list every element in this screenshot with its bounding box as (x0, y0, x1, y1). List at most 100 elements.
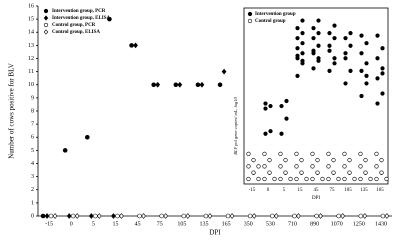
y-tick-label: 8 (31, 108, 34, 114)
x-tick-label: 105 (177, 221, 186, 227)
point (284, 116, 289, 121)
point (129, 43, 134, 48)
point (374, 151, 379, 156)
point (268, 129, 273, 134)
x-tick-label: 0 (267, 188, 270, 193)
point (295, 73, 300, 78)
x-tick-label: 135 (199, 221, 208, 227)
point (299, 170, 304, 175)
x-tick-label: 105 (344, 188, 352, 193)
point (304, 176, 309, 182)
point (315, 158, 320, 163)
point (331, 158, 336, 163)
legend-label: Intervention group, ELISA (52, 16, 111, 21)
point (262, 176, 267, 182)
point (288, 176, 293, 182)
y-tick-label: 15 (28, 17, 34, 23)
point (364, 41, 369, 46)
point (262, 164, 267, 169)
point (347, 158, 352, 163)
point (384, 213, 390, 219)
point (296, 213, 301, 219)
point (380, 91, 385, 96)
point (246, 176, 251, 182)
point (327, 68, 332, 73)
x-tick-label: -15 (45, 221, 53, 227)
x-tick-label: 530 (266, 221, 275, 227)
legend-marker (43, 22, 49, 28)
y-tick-label: 0 (31, 213, 34, 219)
point (155, 81, 161, 88)
point (294, 164, 299, 169)
x-tick-label: 45 (314, 188, 320, 193)
point (327, 48, 332, 53)
point (300, 51, 305, 56)
x-tick-label: 0 (70, 221, 73, 227)
x-tick-label: 710 (288, 221, 297, 227)
point (358, 164, 363, 169)
point (283, 170, 288, 175)
point (379, 158, 384, 163)
x-tick-label: 1430 (375, 221, 387, 227)
point (318, 213, 323, 219)
point (278, 176, 283, 182)
legend-marker (247, 11, 253, 17)
point (263, 106, 268, 111)
point (44, 213, 50, 219)
point (70, 213, 76, 219)
point (364, 61, 369, 66)
point (203, 213, 209, 219)
point (374, 164, 379, 169)
point (251, 158, 256, 163)
point (295, 26, 300, 31)
point (66, 213, 72, 219)
x-tick-label: 135 (360, 188, 368, 193)
y-tick-label: 4 (31, 161, 34, 167)
point (185, 213, 191, 219)
x-tick-label: 5 (283, 188, 286, 193)
point (279, 103, 284, 109)
point (62, 148, 68, 153)
inset-frame (243, 7, 389, 185)
x-axis-title: DPI (312, 196, 320, 201)
point (384, 176, 389, 182)
x-tick-label: 350 (244, 221, 253, 227)
point (368, 176, 373, 182)
point (159, 213, 164, 219)
point (379, 170, 384, 175)
point (363, 158, 368, 163)
point (267, 158, 272, 163)
point (375, 33, 380, 38)
point (332, 61, 337, 66)
y-tick-label: 14 (28, 30, 34, 36)
point (375, 56, 380, 61)
point (380, 46, 385, 51)
point (352, 176, 357, 182)
point (316, 31, 321, 36)
point (359, 51, 364, 56)
point (327, 43, 332, 48)
x-tick-label: 165 (222, 221, 231, 227)
point (326, 151, 331, 156)
point (263, 131, 268, 136)
point (310, 164, 315, 169)
point (217, 82, 223, 88)
legend-marker (43, 8, 49, 14)
legend-label: Intervention group (255, 12, 296, 17)
point (343, 36, 348, 41)
point (283, 158, 288, 163)
point (93, 213, 98, 219)
point (278, 164, 283, 169)
point (137, 213, 142, 219)
point (268, 103, 273, 109)
point (348, 68, 353, 73)
x-tick-label: 15 (112, 221, 118, 227)
point (195, 82, 201, 88)
y-tick-label: 7 (31, 122, 34, 128)
point (362, 213, 368, 219)
point (181, 213, 187, 219)
point (311, 66, 316, 71)
point (273, 213, 279, 219)
